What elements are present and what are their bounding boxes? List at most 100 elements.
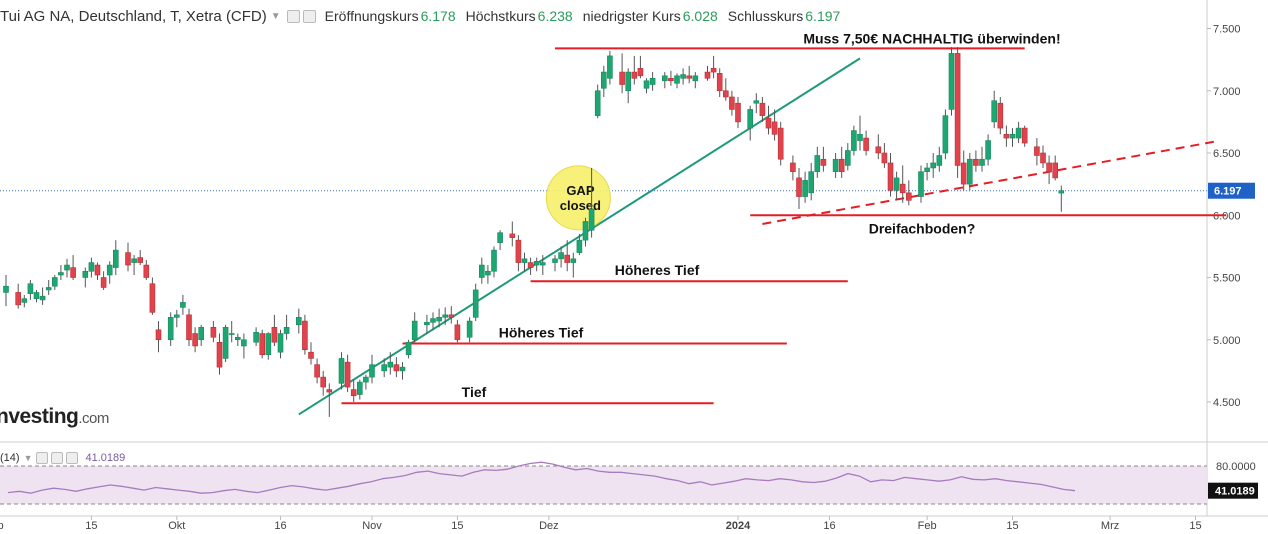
candle-body: [875, 146, 882, 154]
level-annotation: Tief: [462, 384, 487, 400]
candle-body: [582, 221, 589, 241]
dashed-support-line: [762, 140, 1214, 225]
candle-body: [82, 270, 89, 278]
level-annotation: Höheres Tief: [615, 262, 700, 278]
candle-body: [369, 364, 375, 378]
time-tick-label: Nov: [362, 520, 382, 532]
candle-body: [588, 208, 595, 231]
candle-body: [271, 326, 278, 343]
candle-body: [570, 258, 577, 263]
candle-body: [527, 262, 534, 268]
candle-body: [192, 333, 198, 347]
candle-body: [39, 295, 46, 301]
low-label: niedrigster Kurs: [582, 8, 681, 24]
gap-closed-circle: [545, 165, 611, 231]
time-tick-label: 15: [451, 520, 463, 532]
instrument-title[interactable]: Tui AG NA, Deutschland, T, Xetra (CFD): [0, 7, 267, 25]
gear-icon[interactable]: [302, 9, 316, 23]
settings-icon[interactable]: [286, 9, 300, 23]
candle-body: [381, 364, 388, 372]
candle-body: [600, 71, 607, 89]
candle-body: [283, 326, 290, 334]
candle-body: [51, 277, 58, 287]
candle-body: [899, 183, 906, 194]
candle-body: [27, 283, 34, 294]
rsi-line: [7, 461, 1076, 494]
candle-body: [948, 53, 955, 110]
time-tick-label: Dez: [539, 520, 559, 532]
candle-body: [131, 258, 137, 263]
candle-body: [21, 298, 28, 303]
candle-body: [771, 121, 778, 135]
candle-body: [820, 158, 827, 166]
candle-body: [539, 262, 546, 266]
candle-body: [692, 75, 699, 82]
chevron-down-icon[interactable]: ▼: [23, 453, 33, 463]
candle-body: [302, 320, 308, 351]
candle-body: [405, 341, 412, 355]
candle-body: [997, 102, 1004, 129]
open-value: 6.178: [420, 8, 456, 24]
candle-body: [966, 158, 973, 185]
last-price-badge: [1208, 182, 1255, 199]
candle-body: [472, 289, 479, 318]
candle-body: [88, 262, 95, 272]
price-tick-label: 6.500: [1213, 148, 1241, 160]
candle-body: [174, 314, 180, 318]
candle-body: [649, 78, 656, 85]
candle-body: [393, 364, 400, 372]
candle-body: [680, 74, 686, 79]
candle-body: [533, 261, 540, 266]
time-tick-label: 16: [823, 520, 835, 532]
candle-body: [478, 264, 485, 278]
candle-body: [143, 264, 150, 278]
candle-body: [259, 333, 266, 355]
candle-body: [802, 180, 808, 197]
candle-body: [485, 270, 491, 276]
candle-body: [905, 192, 912, 201]
candle-body: [64, 264, 70, 271]
rsi-period: (14): [0, 452, 20, 464]
candle-body: [1015, 127, 1022, 139]
level-annotation: Höheres Tief: [499, 324, 584, 340]
candle-body: [576, 239, 583, 253]
time-tick-label: 16: [274, 520, 286, 532]
candle-body: [686, 75, 693, 79]
gap-label: closed: [560, 198, 601, 213]
candle-body: [625, 71, 632, 92]
close-icon[interactable]: [66, 452, 79, 464]
candle-body: [94, 264, 101, 276]
candle-body: [15, 292, 21, 306]
candle-body: [973, 158, 979, 166]
candle-body: [454, 324, 461, 341]
candle-body: [228, 333, 235, 335]
candle-body: [399, 366, 406, 372]
candle-body: [735, 102, 741, 123]
candle-body: [241, 339, 247, 347]
price-tick-label: 7.500: [1213, 24, 1241, 36]
gap-label: GAP: [566, 183, 595, 198]
high-label: Höchstkurs: [465, 8, 536, 24]
candle-body: [356, 381, 363, 395]
candle-body: [125, 252, 131, 266]
chevron-down-icon[interactable]: ▼: [270, 10, 281, 22]
candle-body: [832, 158, 839, 172]
candle-body: [350, 389, 357, 397]
time-tick-label: Okt: [168, 520, 185, 532]
price-tick-label: 6.000: [1213, 210, 1241, 222]
gear-icon[interactable]: [51, 452, 64, 464]
candle-body: [979, 158, 985, 166]
settings-icon[interactable]: [36, 452, 49, 464]
candle-body: [607, 55, 613, 79]
candle-body: [716, 73, 723, 92]
candle-body: [466, 320, 473, 338]
candle-body: [497, 232, 503, 243]
instrument-header: Tui AG NA, Deutschland, T, Xetra (CFD) ▼…: [0, 5, 840, 27]
candle-body: [637, 68, 644, 77]
candle-body: [619, 71, 625, 85]
close-label: Schlusskurs: [727, 8, 804, 24]
level-annotation: Muss 7,50€ NACHHALTIG überwinden!: [803, 30, 1060, 46]
candle-body: [33, 292, 40, 299]
candle-body: [942, 115, 949, 154]
